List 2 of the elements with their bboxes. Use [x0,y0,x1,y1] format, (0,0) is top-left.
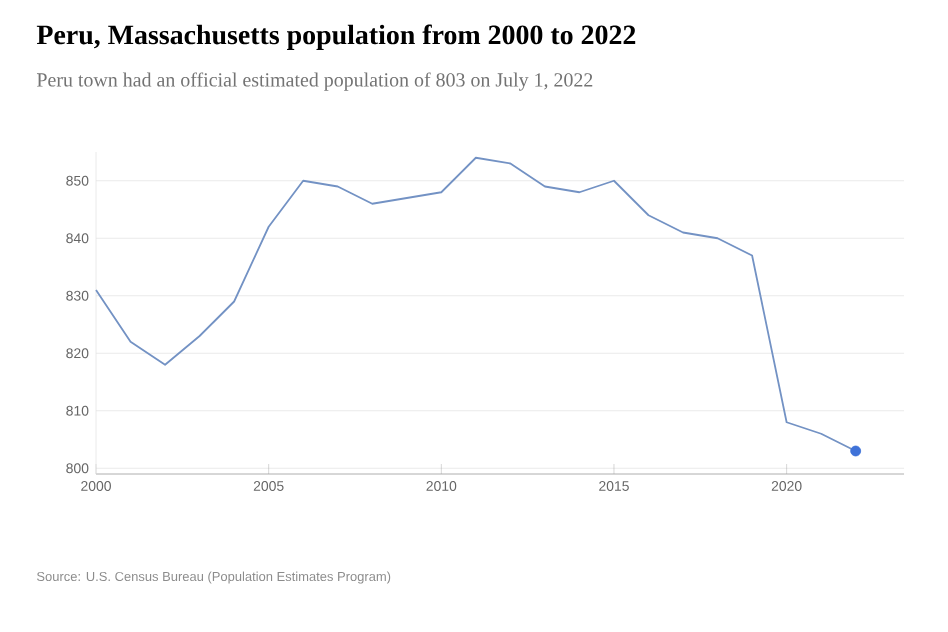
chart-title: Peru, Massachusetts population from 2000 to 2022 [36,24,636,50]
chart-subtitle: Peru town had an official estimated population of 803 on July 1, 2022 [36,72,593,91]
